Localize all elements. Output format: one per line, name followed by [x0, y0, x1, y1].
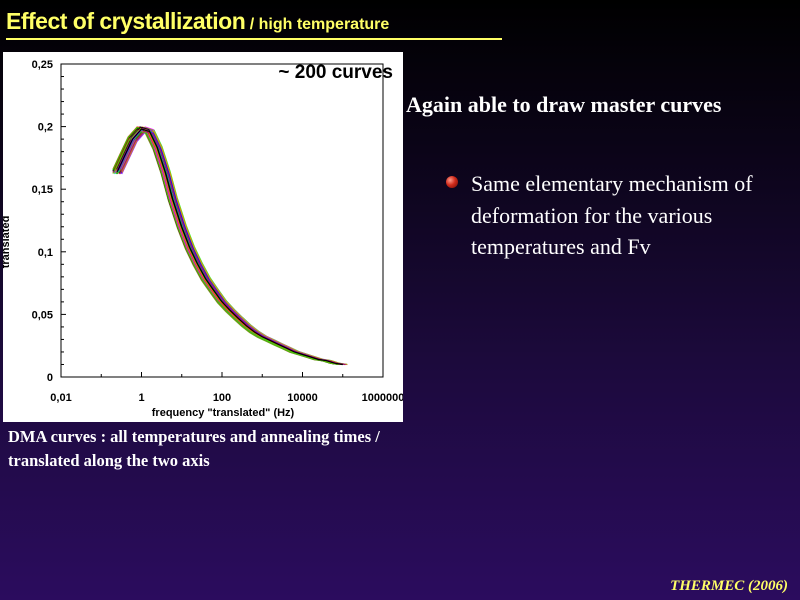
data-curve — [119, 126, 346, 365]
x-tick-label: 1 — [138, 392, 144, 404]
chart-panel: 0 0,05 0,1 0,15 0,2 0,25 0,01 1 100 10000 1000000 … — [3, 52, 403, 422]
data-curve — [115, 127, 342, 365]
data-curve — [114, 126, 341, 365]
data-curve — [115, 129, 341, 365]
data-curve — [120, 127, 347, 365]
data-curve — [114, 128, 341, 365]
chart-caption: DMA curves : all temperatures and anneal… — [8, 427, 380, 470]
data-curve — [115, 128, 342, 365]
plot-frame — [60, 63, 384, 378]
data-curve — [114, 129, 341, 365]
curve-count-annotation: ~ 200 curves — [278, 62, 393, 83]
y-tick-label: 0,05 — [32, 309, 53, 321]
data-curve — [119, 128, 346, 365]
data-curve — [112, 126, 339, 365]
bullet-text: Same elementary mechanism of deformation… — [471, 171, 753, 259]
data-curve — [115, 126, 342, 365]
chart-axes: 0 0,05 0,1 0,15 0,2 0,25 0,01 1 100 10000 1000000 — [32, 59, 403, 404]
data-curve — [114, 130, 341, 366]
master-curve — [116, 128, 343, 366]
data-curve — [117, 127, 344, 365]
master-curve-chart: 00,050,10,150,20,250,01 1 100 10000 1000000 … — [3, 59, 403, 419]
data-curve — [115, 130, 341, 365]
data-curve — [121, 129, 348, 365]
data-curve — [120, 128, 347, 365]
slide-title: Effect of crystallization / high tempera… — [6, 8, 502, 40]
data-curve — [118, 130, 345, 366]
data-curve — [119, 130, 346, 366]
data-curve — [118, 128, 345, 365]
data-curve — [113, 128, 340, 365]
x-tick-label: 100 — [213, 392, 231, 404]
data-curve — [121, 126, 348, 365]
data-curve — [115, 128, 341, 365]
data-curve — [112, 126, 339, 365]
y-tick-label: 0,15 — [32, 184, 53, 196]
title-underline — [6, 38, 502, 40]
data-curve — [113, 129, 340, 365]
data-curve — [116, 129, 343, 365]
y-axis-label: translated — [3, 216, 12, 269]
data-curve — [120, 126, 347, 365]
data-curve — [120, 130, 347, 365]
data-curve — [113, 127, 340, 365]
data-curve — [115, 130, 342, 366]
data-curve — [112, 129, 339, 365]
y-tick-label: 0 — [47, 372, 53, 384]
y-tick-label: 0,2 — [38, 122, 53, 134]
slide-title-sub: / high temperature — [245, 16, 390, 33]
y-tick-label: 0,1 — [38, 247, 53, 259]
right-heading: Again able to draw master curves — [406, 92, 722, 117]
bullet-icon — [446, 176, 458, 188]
data-curve — [112, 128, 339, 365]
data-curve — [116, 126, 343, 365]
x-tick-label: 1000000 — [362, 392, 403, 404]
data-curve — [117, 130, 344, 365]
chart-curves — [112, 126, 348, 366]
data-curve — [115, 129, 342, 365]
data-curve — [119, 130, 346, 365]
data-curve — [121, 128, 348, 365]
x-axis-label: frequency "translated" (Hz) — [152, 407, 295, 419]
x-tick-label: 0,01 — [50, 392, 71, 404]
data-curve — [113, 130, 340, 365]
data-curve — [116, 130, 343, 366]
slide-title-main: Effect of crystallization — [6, 8, 246, 34]
data-curve — [117, 126, 344, 365]
data-curve — [118, 127, 345, 365]
footer-credit: THERMEC (2006) — [670, 578, 788, 594]
data-curve — [117, 129, 344, 365]
data-curve — [113, 126, 340, 365]
x-tick-label: 10000 — [287, 392, 318, 404]
data-curve — [118, 129, 345, 365]
data-curve — [121, 130, 348, 366]
data-curve — [116, 128, 343, 365]
data-curve — [119, 129, 346, 365]
y-tick-label: 0,25 — [32, 59, 53, 71]
data-curve — [112, 130, 339, 365]
data-curve — [115, 126, 341, 365]
